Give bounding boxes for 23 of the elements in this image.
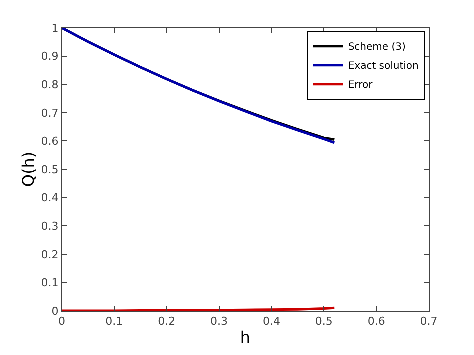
y-tick-label: 0.1 bbox=[41, 276, 59, 290]
y-tick-label: 0.3 bbox=[41, 220, 59, 233]
y-axis-title: Q(h) bbox=[19, 152, 38, 188]
y-tick-label: 0 bbox=[52, 304, 59, 318]
y-tick-label: 0.7 bbox=[41, 106, 59, 120]
legend-label: Scheme (3) bbox=[348, 42, 406, 54]
y-tick-label: 0.5 bbox=[41, 163, 59, 176]
x-tick-label: 0.5 bbox=[315, 315, 333, 328]
x-tick-label: 0.7 bbox=[420, 315, 438, 328]
x-tick-label: 0.6 bbox=[368, 315, 386, 328]
y-tick-label: 0.9 bbox=[41, 50, 59, 64]
y-tick-label: 0.2 bbox=[41, 248, 59, 262]
y-tick-label: 0.8 bbox=[41, 78, 59, 92]
legend-label: Error bbox=[348, 80, 374, 92]
y-tick-label: 1 bbox=[52, 22, 59, 35]
x-tick-label: 0.3 bbox=[210, 315, 228, 328]
y-tick-label: 0.6 bbox=[41, 135, 59, 148]
x-tick-label: 0.1 bbox=[106, 315, 124, 328]
x-tick-label: 0.2 bbox=[158, 315, 176, 328]
legend-label: Exact solution bbox=[348, 61, 419, 72]
x-tick-label: 0.4 bbox=[262, 315, 280, 328]
y-tick-label: 0.4 bbox=[41, 192, 59, 205]
x-axis-title: h bbox=[240, 328, 251, 347]
